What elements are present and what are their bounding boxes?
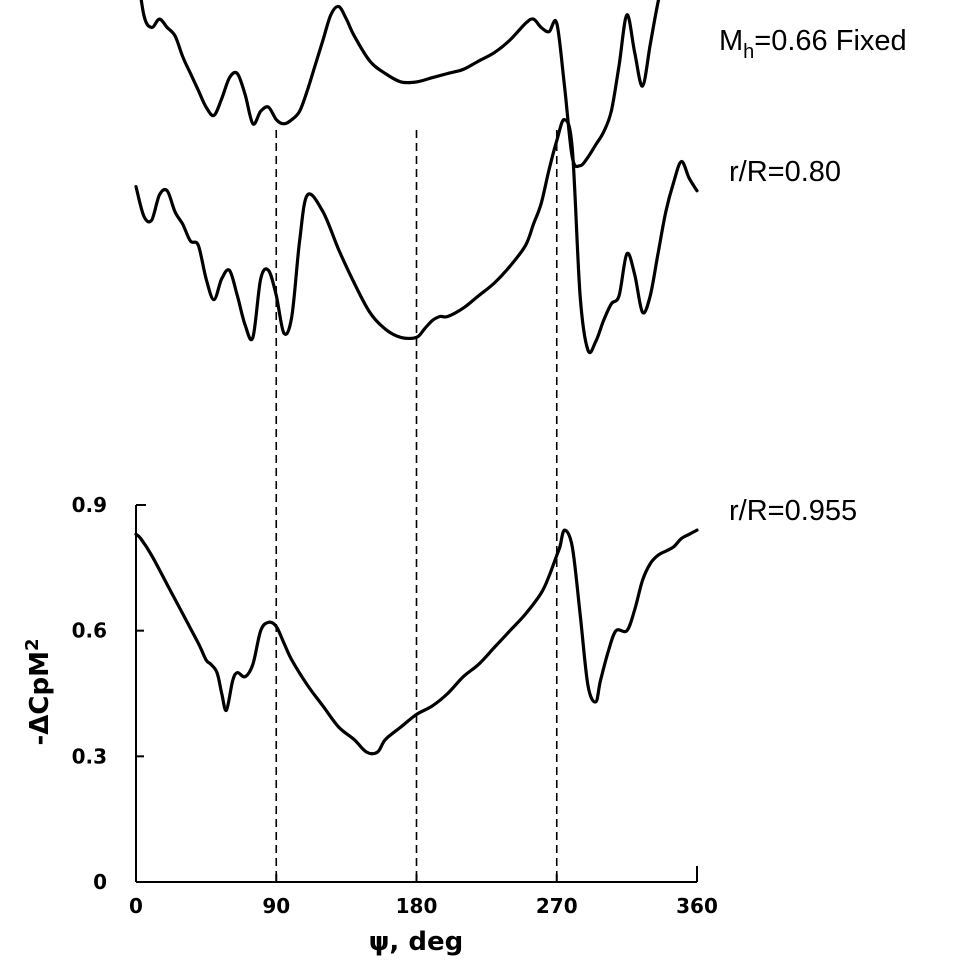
series-line-2 (139, 0, 661, 169)
y-tick-labels: 0 0.3 0.6 0.9 (72, 493, 144, 894)
y-tick-label: 0.9 (72, 493, 107, 517)
x-tick-label: 90 (262, 894, 290, 918)
x-tick-label: 270 (536, 894, 578, 918)
x-tick-label: 360 (676, 894, 718, 918)
y-axis-label: -ΔCpM2 (22, 638, 55, 745)
x-tick-label: 180 (396, 894, 438, 918)
series-line-4 (134, 528, 699, 756)
y-tick-label: 0.6 (72, 619, 107, 643)
series-labels: r/R=0.60r/R=0.70r/R=0.80r/R=0.955 (729, 156, 857, 527)
y-tick-label: 0.3 (72, 744, 107, 768)
y-axis-label-base: -ΔCpM (25, 651, 55, 745)
title-rest: =0.66 Fixed (754, 25, 906, 57)
x-tick-label: 0 (129, 894, 143, 918)
x-axis-label: ψ, deg (369, 927, 463, 957)
y-tick-label: 0 (93, 870, 107, 894)
series-label-4: r/R=0.955 (729, 495, 857, 527)
reference-lines (275, 130, 558, 880)
title-base: M (719, 25, 743, 57)
y-axis-label-superscript: 2 (22, 638, 43, 651)
x-tick-labels: 0 90 180 270 360 (129, 874, 718, 918)
chart-title: Mh=0.66 Fixed (719, 25, 907, 63)
title-subscript: h (743, 41, 754, 63)
series-curves (134, 0, 699, 756)
series-label-3: r/R=0.80 (729, 156, 841, 188)
series-line-3 (134, 117, 699, 355)
